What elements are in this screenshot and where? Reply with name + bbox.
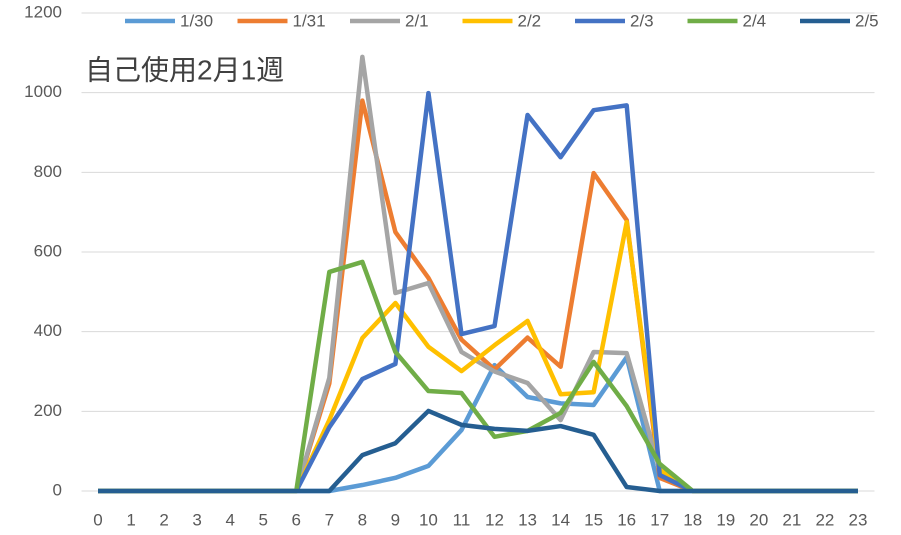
legend-label: 2/1	[405, 11, 429, 30]
y-tick-label: 1200	[24, 2, 62, 21]
x-tick-label: 2	[159, 510, 168, 529]
x-tick-label: 1	[126, 510, 135, 529]
x-tick-label: 9	[391, 510, 400, 529]
legend-label: 1/31	[293, 11, 326, 30]
legend-label: 2/2	[518, 11, 542, 30]
x-tick-label: 22	[815, 510, 834, 529]
series-line	[98, 219, 858, 494]
x-tick-label: 3	[192, 510, 201, 529]
x-tick-label: 6	[292, 510, 301, 529]
legend-label: 1/30	[180, 11, 213, 30]
x-tick-label: 8	[358, 510, 367, 529]
series-line	[98, 259, 858, 494]
x-tick-label: 16	[617, 510, 636, 529]
x-tick-label: 7	[325, 510, 334, 529]
series-line	[98, 90, 858, 494]
x-tick-label: 15	[584, 510, 603, 529]
y-tick-label: 200	[34, 401, 62, 420]
x-tick-label: 10	[419, 510, 438, 529]
series-line	[98, 408, 858, 494]
y-tick-label: 800	[34, 162, 62, 181]
x-tick-label: 12	[485, 510, 504, 529]
x-tick-label: 13	[518, 510, 537, 529]
x-tick-label: 19	[716, 510, 735, 529]
legend-label: 2/5	[855, 11, 879, 30]
x-tick-label: 14	[551, 510, 570, 529]
legend-label: 2/3	[630, 11, 654, 30]
x-tick-label: 18	[683, 510, 702, 529]
x-tick-label: 17	[650, 510, 669, 529]
legend-label: 2/4	[743, 11, 767, 30]
x-tick-label: 11	[453, 510, 471, 529]
y-tick-label: 600	[34, 241, 62, 260]
x-tick-label: 4	[225, 510, 234, 529]
y-tick-label: 1000	[24, 82, 62, 101]
x-tick-label: 23	[849, 510, 868, 529]
series-line	[98, 98, 858, 494]
chart-title: 自己使用2月1週	[85, 54, 284, 85]
x-tick-label: 5	[258, 510, 267, 529]
x-tick-label: 0	[93, 510, 102, 529]
y-tick-label: 0	[53, 480, 62, 499]
series-line	[98, 354, 858, 494]
y-tick-label: 400	[34, 321, 62, 340]
x-tick-label: 20	[749, 510, 768, 529]
x-tick-label: 21	[782, 510, 801, 529]
